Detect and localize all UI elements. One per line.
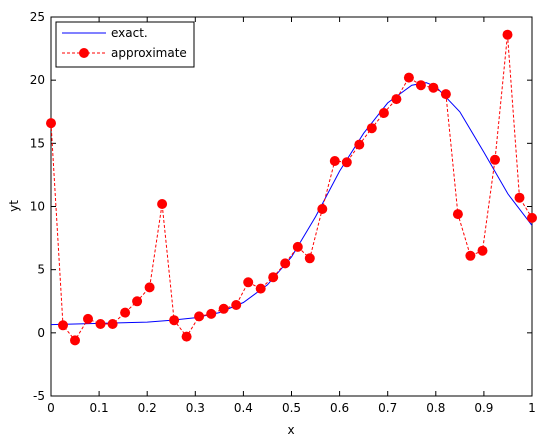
- legend-box: [55, 21, 195, 68]
- x-tick-label: 0.9: [474, 401, 493, 415]
- series-1-point: [268, 272, 279, 283]
- series-1-point: [255, 283, 266, 294]
- x-tick-label: 0.4: [234, 401, 253, 415]
- series-1-point: [280, 258, 291, 269]
- series-1-point: [194, 311, 205, 322]
- series-1-point: [329, 156, 340, 166]
- x-tick-label: 0.8: [426, 401, 445, 415]
- series-1-point: [415, 80, 426, 91]
- series-1-point: [120, 307, 131, 318]
- series-1-point: [304, 253, 315, 264]
- series-1-point: [70, 335, 80, 346]
- series-1-point: [46, 118, 56, 129]
- series-1-point: [477, 245, 488, 256]
- series-1-point: [243, 277, 254, 288]
- series-1-point: [502, 29, 513, 40]
- series-1-point: [514, 192, 525, 203]
- y-axis: -5 0 5 10 15 20 25: [30, 10, 532, 403]
- legend: exact. approximate: [55, 21, 195, 68]
- series-1-line: [50, 34, 533, 342]
- series-1-point: [218, 303, 229, 314]
- y-tick-label: 10: [30, 200, 45, 214]
- series-1-point: [132, 296, 143, 307]
- series-1-point: [107, 319, 118, 329]
- legend-approximate-label: approximate: [111, 46, 187, 60]
- y-axis-label: yt: [7, 200, 21, 212]
- series-1-point: [403, 72, 414, 83]
- series-1-point: [391, 94, 402, 105]
- series-1-point: [527, 212, 537, 223]
- x-tick-label: 0.7: [378, 401, 397, 415]
- series-1-point: [206, 308, 217, 319]
- series-1-point: [490, 154, 500, 165]
- x-tick-label: 1: [528, 401, 536, 415]
- x-axis: 0 0.1 0.2 0.3 0.4 0.5 0.6 0.7 0.8 0.9 1: [47, 17, 536, 415]
- series-1-point: [157, 199, 168, 209]
- series-1-point: [181, 331, 192, 342]
- x-tick-label: 0.1: [90, 401, 109, 415]
- y-tick-label: 15: [30, 136, 45, 150]
- legend-exact-label: exact.: [111, 26, 148, 40]
- y-tick-label: 25: [30, 10, 45, 24]
- x-tick-label: 0.3: [186, 401, 205, 415]
- series-1-point: [354, 139, 365, 150]
- y-tick-label: -5: [33, 389, 45, 403]
- y-tick-label: 20: [30, 73, 45, 87]
- series-1-point: [169, 315, 180, 326]
- series-1-point: [231, 300, 242, 310]
- series-1-point: [440, 89, 451, 100]
- series-1-point: [341, 157, 352, 168]
- plot-area: [50, 16, 533, 397]
- series-0-line: [50, 82, 533, 326]
- x-tick-label: 0.2: [138, 401, 157, 415]
- x-axis-label: x: [287, 423, 294, 437]
- series-1-point: [292, 241, 303, 252]
- series-1-point: [465, 250, 476, 261]
- x-tick-label: 0.5: [282, 401, 301, 415]
- series-1-point: [366, 123, 377, 134]
- series-1-point: [378, 108, 389, 118]
- y-tick-label: 0: [37, 326, 45, 340]
- series-1-point: [452, 209, 463, 220]
- y-tick-label: 5: [37, 263, 45, 277]
- x-tick-label: 0: [47, 401, 55, 415]
- series-1-point: [144, 282, 155, 293]
- series-1-point: [83, 313, 93, 324]
- legend-approximate-marker: [79, 48, 89, 58]
- x-tick-label: 0.6: [330, 401, 349, 415]
- series-1-point: [95, 319, 106, 329]
- series-1-point: [317, 204, 328, 214]
- series-1-point: [58, 320, 68, 331]
- series-layer: [46, 29, 537, 346]
- series-1-point: [428, 82, 439, 93]
